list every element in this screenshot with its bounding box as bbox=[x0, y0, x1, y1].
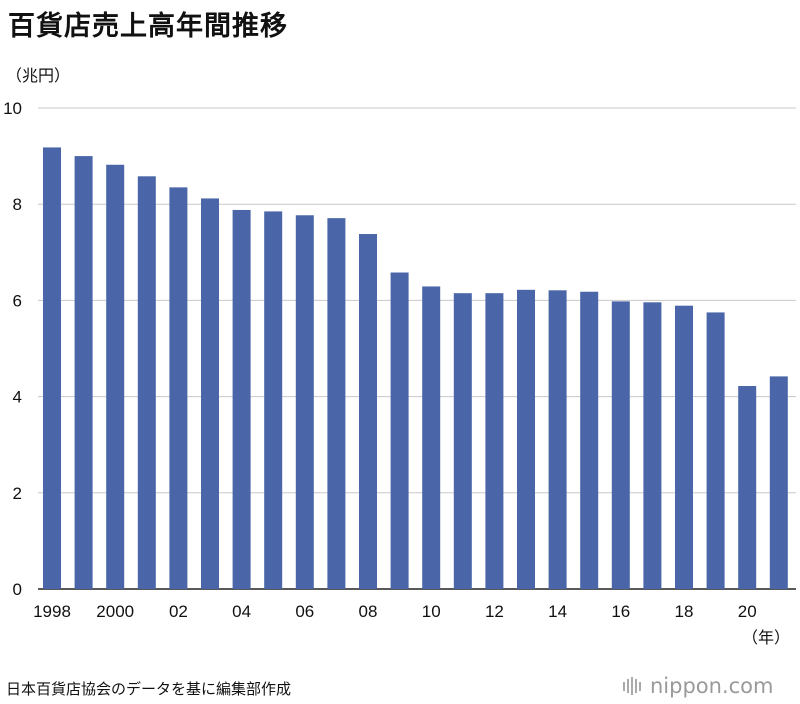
x-tick-label: 20 bbox=[738, 602, 757, 621]
bar-2017 bbox=[643, 302, 662, 589]
x-tick-label: 06 bbox=[295, 602, 314, 621]
bar-2010 bbox=[422, 286, 441, 589]
bar-2013 bbox=[517, 289, 535, 589]
bar-2007 bbox=[327, 218, 346, 590]
bar-2011 bbox=[453, 293, 472, 589]
bar-2008 bbox=[359, 234, 377, 589]
bar-2000 bbox=[106, 164, 125, 589]
x-tick-label: 14 bbox=[548, 602, 567, 621]
x-tick-label: 08 bbox=[359, 602, 378, 621]
bar-2004 bbox=[232, 209, 251, 590]
x-tick-label: 12 bbox=[485, 602, 504, 621]
y-axis-unit-label: （兆円） bbox=[6, 66, 71, 85]
bar-2018 bbox=[675, 305, 693, 589]
y-tick-label: 4 bbox=[13, 388, 22, 407]
x-tick-label: 16 bbox=[611, 602, 630, 621]
bar-2002 bbox=[169, 187, 188, 590]
y-tick-label: 6 bbox=[13, 291, 22, 310]
x-tick-label: 04 bbox=[232, 602, 251, 621]
bar-2015 bbox=[580, 291, 599, 589]
x-tick-label: 10 bbox=[422, 602, 441, 621]
bar-2021 bbox=[769, 376, 788, 589]
bar-2019 bbox=[706, 312, 725, 589]
nippon-logo[interactable]: nippon.com bbox=[622, 674, 774, 698]
nippon-logo-bars-icon bbox=[623, 677, 641, 695]
bar-2009 bbox=[390, 272, 409, 589]
bar-1999 bbox=[74, 156, 93, 589]
x-tick-label: 18 bbox=[675, 602, 694, 621]
bar-2001 bbox=[137, 176, 156, 589]
source-note: 日本百貨店協会のデータを基に編集部作成 bbox=[6, 680, 292, 698]
y-tick-label: 10 bbox=[3, 99, 22, 118]
y-tick-label: 8 bbox=[13, 195, 22, 214]
y-tick-label: 2 bbox=[13, 484, 22, 503]
x-tick-label: 2000 bbox=[96, 602, 134, 621]
bar-2003 bbox=[201, 198, 219, 590]
nippon-logo-text: nippon.com bbox=[650, 674, 774, 698]
chart-title: 百貨店売上高年間推移 bbox=[8, 11, 288, 42]
bar-2012 bbox=[485, 293, 504, 589]
bar-2006 bbox=[295, 215, 314, 589]
bar-2005 bbox=[264, 211, 283, 590]
x-tick-label: 02 bbox=[169, 602, 188, 621]
bar-2014 bbox=[548, 290, 567, 589]
x-axis-unit-label: （年） bbox=[742, 628, 791, 647]
bar-2016 bbox=[611, 301, 630, 589]
y-tick-label: 0 bbox=[13, 580, 22, 599]
bar-1998 bbox=[43, 147, 61, 589]
x-tick-label: 1998 bbox=[33, 602, 71, 621]
bar-2020 bbox=[738, 386, 757, 589]
